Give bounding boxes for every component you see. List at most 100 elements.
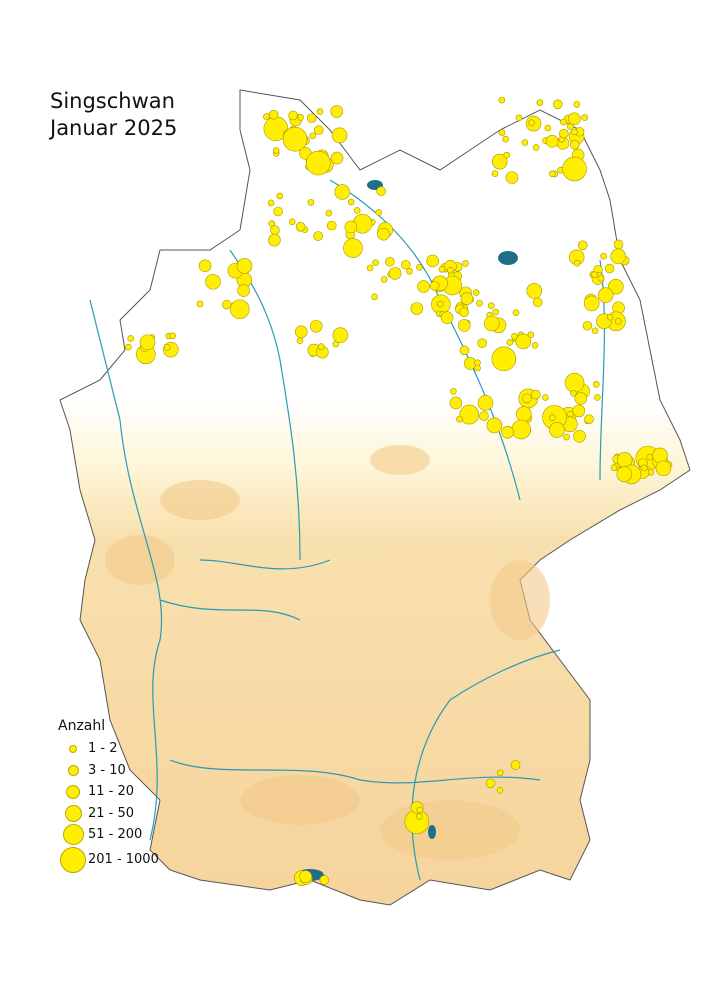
sighting-circle [584,414,594,424]
sighting-circle [597,275,605,282]
sighting-circle [325,209,333,217]
sighting-circle [263,113,270,120]
sighting-circle [583,295,600,312]
sighting-circle [616,466,633,483]
sighting-circle [549,414,556,421]
sighting-circle [236,258,253,274]
sighting-circle [319,875,330,885]
sighting-circle [331,127,348,144]
sighting-circle [613,239,624,250]
sighting-circle [375,209,383,216]
circle-icon [64,804,82,822]
sighting-circle [503,151,511,159]
sighting-circle [573,259,581,267]
sighting-circle [515,406,532,422]
sighting-circle [640,464,648,472]
sighting-circle [604,263,615,274]
sighting-circle [450,388,457,395]
sighting-circle [498,129,506,136]
sighting-circle [600,252,607,260]
sighting-circle [313,231,323,241]
sighting-circle [330,151,344,165]
sighting-circle [416,813,423,820]
sighting-circle [485,778,496,789]
sighting-circle [515,114,523,122]
sighting-circle [487,302,495,309]
sighting-circle [511,419,531,440]
sighting-circle [510,760,521,770]
sighting-circle [506,339,514,346]
sighting-circle [553,99,563,110]
legend-heading: Anzahl [58,718,106,734]
sighting-circle [572,404,586,418]
sighting-circle [591,271,598,279]
legend-label: 3 - 10 [88,762,126,778]
sighting-circle [438,265,446,273]
sighting-circle [496,786,504,794]
sighting-circle [522,393,532,404]
sighting-circle [573,429,586,443]
sighting-circle [273,206,283,217]
sighting-circle [270,225,280,235]
sighting-circle [196,300,204,308]
sighting-circle [222,299,232,310]
sighting-circle [416,264,423,271]
sighting-circle [343,238,363,258]
sighting-circle [294,325,308,339]
sighting-circle [326,220,337,231]
sighting-circle [542,394,549,401]
sighting-circle [313,125,324,135]
sighting-circle [459,345,470,356]
legend-item: 1 - 2 [58,738,159,760]
sighting-circle [127,335,134,342]
sighting-circle [459,404,480,425]
sighting-circle [597,287,614,303]
sighting-circle [330,105,344,118]
sighting-circle [492,308,500,316]
sighting-circle [440,311,454,325]
sighting-circle [457,319,471,332]
sighting-circle [474,364,481,372]
sighting-circle [606,313,614,321]
sighting-circle [568,112,581,126]
sighting-circle [309,132,317,140]
sighting-circle [272,147,280,154]
sighting-circle [477,338,487,348]
sighting-circle [532,297,543,308]
sighting-circle [560,118,567,126]
sighting-circle [344,220,358,234]
legend-label: 51 - 200 [88,827,143,843]
sighting-circle [607,278,624,295]
sighting-circle [594,394,601,401]
sighting-circle [505,171,519,184]
sighting-circle [581,114,588,121]
sighting-circle [564,372,585,393]
sighting-circle [332,327,349,343]
sighting-symbols [125,96,673,886]
sighting-circle [125,343,132,351]
sighting-circle [416,806,424,814]
sighting-circle [582,320,593,331]
sighting-circle [512,309,520,316]
sighting-circle [268,233,281,247]
sighting-circle [377,227,390,241]
sighting-circle [198,259,212,273]
sighting-circle [456,415,463,423]
sighting-circle [353,207,361,214]
sighting-circle [426,254,439,268]
sighting-circle [288,110,298,121]
sighting-circle [163,344,171,351]
sighting-circle [536,99,544,106]
circle-icon [62,824,84,846]
sighting-circle [486,417,503,434]
sighting-circle [531,389,541,400]
sighting-circle [567,410,574,418]
sighting-circle [655,460,672,477]
circle-icon [60,846,86,873]
legend-label: 1 - 2 [88,741,118,757]
sighting-circle [317,343,325,350]
sighting-circle [511,333,518,340]
sighting-circle [449,396,463,410]
sighting-circle [491,346,517,372]
